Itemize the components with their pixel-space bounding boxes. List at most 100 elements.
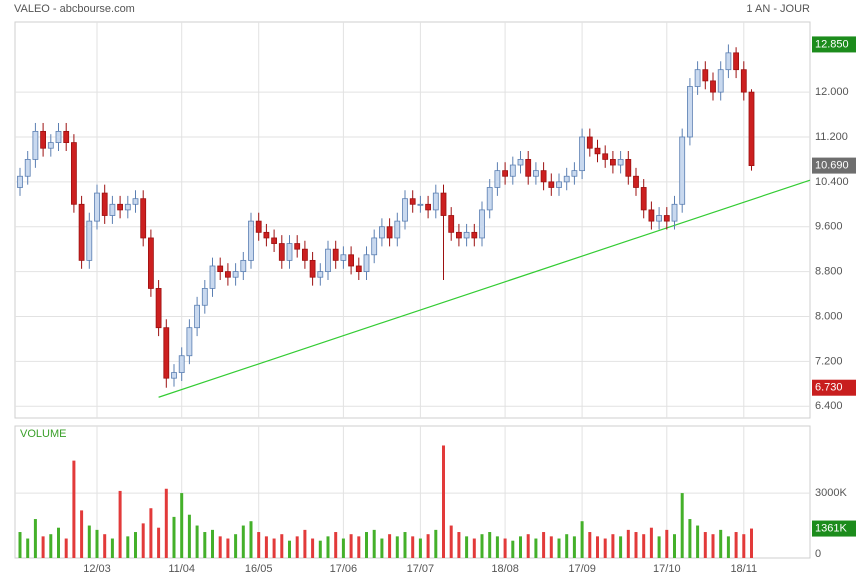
candle-body <box>294 243 301 250</box>
candle-body <box>55 130 62 143</box>
candle-body <box>425 203 432 211</box>
volume-bar <box>649 527 653 558</box>
volume-bar <box>295 536 299 558</box>
volume-bar <box>680 493 684 558</box>
candle-body <box>209 265 216 289</box>
volume-bar <box>49 534 53 558</box>
volume-bar <box>372 529 376 558</box>
y-tick-label: 10.400 <box>815 176 849 188</box>
candle-body <box>594 147 601 155</box>
candle-body <box>286 243 293 261</box>
candle-body <box>502 170 509 177</box>
candle-body <box>563 175 570 183</box>
volume-bar <box>334 532 338 558</box>
candle-body <box>556 181 562 188</box>
candle-body <box>147 237 154 289</box>
candle-body <box>702 69 709 82</box>
candle-body <box>725 52 732 71</box>
candle-body <box>548 181 555 188</box>
volume-bar <box>503 538 507 558</box>
volume-tick-label: 0 <box>815 548 821 560</box>
volume-bar <box>572 536 576 558</box>
candle-body <box>386 226 393 239</box>
candle-body <box>479 209 485 239</box>
volume-bar <box>211 529 214 558</box>
volume-bar <box>388 534 392 558</box>
candle-body <box>124 203 131 211</box>
volume-bar <box>480 534 484 558</box>
value-badge <box>812 520 856 537</box>
candle-body <box>602 153 609 160</box>
volume-bar <box>141 523 145 558</box>
candle-body <box>533 170 539 177</box>
candle-body <box>232 271 239 278</box>
candle-body <box>240 259 247 273</box>
x-tick-label: 17/09 <box>568 563 596 575</box>
candle-body <box>194 304 201 329</box>
volume-bar <box>326 536 330 558</box>
candle-body <box>679 136 686 205</box>
candle-body <box>417 203 424 206</box>
volume-bar <box>495 536 499 558</box>
volume-bar <box>341 538 345 558</box>
candle-body <box>155 288 162 329</box>
volume-bar <box>103 534 107 558</box>
y-tick-label: 9.600 <box>815 221 843 233</box>
volume-bar <box>41 536 45 558</box>
volume-bar <box>557 538 561 558</box>
volume-bar <box>580 521 584 558</box>
candle-body <box>486 187 493 211</box>
candle-body <box>32 130 39 160</box>
candle-body <box>394 220 401 239</box>
candle-body <box>117 203 123 211</box>
volume-bar <box>457 532 461 558</box>
x-tick-label: 12/03 <box>83 563 111 575</box>
candle-body <box>332 248 339 261</box>
candle-body <box>186 327 193 357</box>
volume-bar <box>26 538 30 558</box>
volume-bar <box>57 527 60 558</box>
candle-body <box>378 226 385 239</box>
volume-bar <box>87 525 91 558</box>
candle-body <box>63 130 70 143</box>
y-tick-label: 6.400 <box>815 400 843 412</box>
volume-bar <box>149 508 153 558</box>
candle-body <box>448 215 455 233</box>
volume-bar <box>434 529 438 558</box>
candle-body <box>610 159 616 166</box>
candle-body <box>47 142 54 149</box>
volume-bar <box>218 536 222 558</box>
x-tick-label: 18/08 <box>491 563 519 575</box>
volume-bar <box>418 538 422 558</box>
value-badge-label: 1361K <box>815 522 847 534</box>
candle-body <box>463 231 470 239</box>
volume-bar <box>449 525 453 558</box>
volume-bar <box>157 527 161 558</box>
chart-title: VALEO - abcbourse.com <box>14 3 135 15</box>
volume-bar <box>226 538 230 558</box>
candle-body <box>163 327 170 379</box>
volume-bar <box>472 538 476 558</box>
volume-bar <box>272 538 276 558</box>
candle-body <box>656 215 662 222</box>
volume-bar <box>657 536 661 558</box>
candle-body <box>733 52 739 71</box>
volume-bar <box>719 529 723 558</box>
volume-bar <box>311 538 315 558</box>
candle-body <box>694 69 701 87</box>
volume-bar <box>696 525 700 558</box>
volume-bar <box>234 534 238 558</box>
candle-body <box>494 170 501 188</box>
candle-body <box>579 136 585 172</box>
volume-bar <box>264 536 268 558</box>
x-tick-label: 17/06 <box>330 563 358 575</box>
value-badge-label: 10.690 <box>815 159 849 171</box>
candle-body <box>402 198 408 222</box>
x-tick-label: 18/11 <box>730 563 757 575</box>
volume-bar <box>134 532 137 558</box>
volume-bar <box>72 460 76 558</box>
volume-bar <box>688 519 692 558</box>
candle-body <box>432 192 439 211</box>
volume-bar <box>241 525 245 558</box>
value-badge-label: 6.730 <box>815 382 843 394</box>
